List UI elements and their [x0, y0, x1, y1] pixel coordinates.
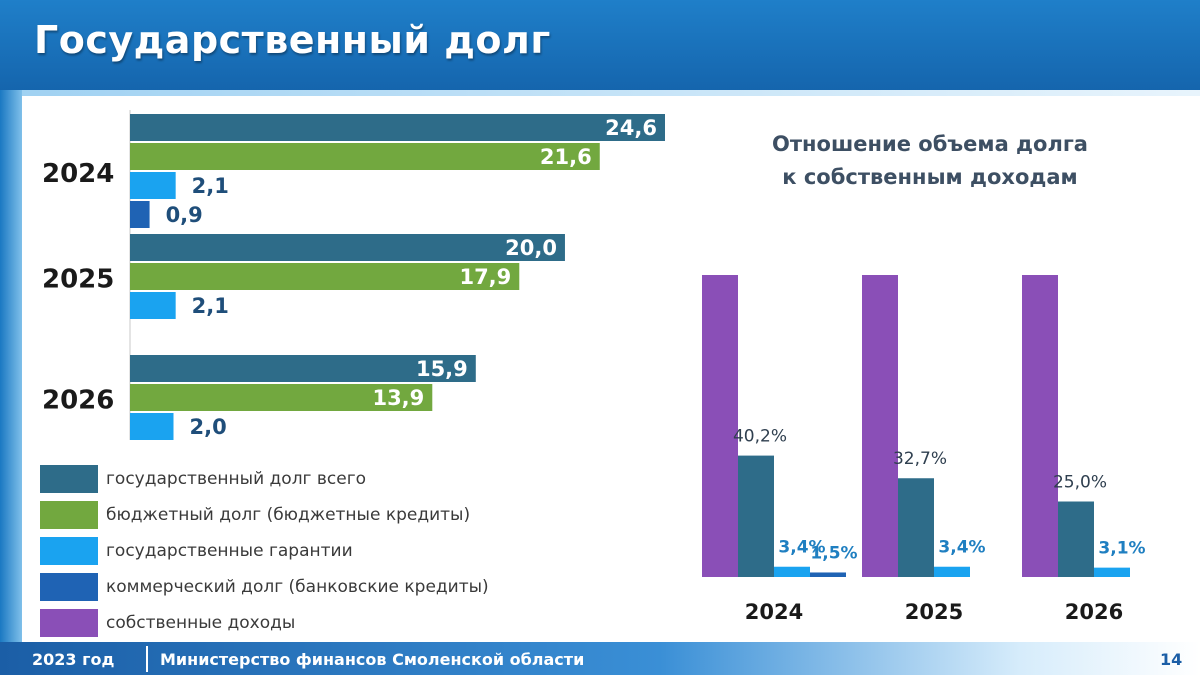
data-label-guarantees-2025: 3,4%	[938, 538, 985, 558]
legend-swatch-budget	[40, 501, 98, 529]
category-label-2025: 2025	[42, 265, 114, 295]
footer-separator	[146, 646, 148, 672]
category-label-2026: 2026	[42, 386, 114, 416]
data-label-total-2026: 15,9	[416, 357, 468, 381]
data-label-guarantees-2026: 3,1%	[1098, 539, 1145, 559]
legend-swatch-own-revenue	[40, 609, 98, 637]
data-label-total-2024: 40,2%	[733, 427, 787, 447]
bar-total-2025	[130, 234, 565, 261]
footer-organization: Министерство финансов Смоленской области	[160, 650, 585, 669]
data-label-total-2025: 20,0	[505, 236, 557, 260]
legend-swatch-total	[40, 465, 98, 493]
data-label-commercial-2024: 1,5%	[810, 543, 857, 563]
bar-commercial-2024	[130, 201, 150, 228]
data-label-budget-2025: 17,9	[459, 265, 511, 289]
category-label-2025: 2025	[905, 600, 963, 624]
page-number: 14	[1160, 650, 1183, 669]
legend-label-commercial: коммерческий долг (банковские кредиты)	[106, 577, 489, 597]
bar-guarantees-2025	[130, 292, 176, 319]
legend-label-own-revenue: собственные доходы	[106, 613, 296, 633]
bar-total-2024	[738, 455, 774, 577]
bar-own_revenue-2025	[862, 275, 898, 577]
category-label-2026: 2026	[1065, 600, 1123, 624]
data-label-guarantees-2025: 2,1	[192, 294, 229, 318]
bar-own_revenue-2024	[702, 275, 738, 577]
data-label-total-2024: 24,6	[605, 116, 657, 140]
bar-total-2026	[1058, 501, 1094, 577]
header-bar: Государственный долг	[0, 0, 1200, 90]
data-label-budget-2024: 21,6	[540, 145, 592, 169]
ratio-chart-title: Отношение объема долга к собственным дох…	[700, 128, 1160, 194]
legend-item-guarantees: государственные гарантии	[40, 535, 600, 565]
category-label-2024: 2024	[42, 159, 114, 189]
bar-budget-2026	[130, 384, 433, 411]
data-label-guarantees-2024: 3,4%	[778, 538, 825, 558]
bar-commercial-2024	[810, 572, 846, 577]
data-label-guarantees-2026: 2,0	[189, 415, 226, 439]
left-decor-strip	[0, 90, 22, 642]
header-accent-stripe	[0, 90, 1200, 96]
debt-to-revenue-bar-chart: 40,2%3,4%1,5%202432,7%3,4%202525,0%3,1%2…	[702, 275, 1146, 624]
bar-total-2025	[898, 478, 934, 577]
data-label-total-2025: 32,7%	[893, 449, 947, 469]
legend-item-commercial: коммерческий долг (банковские кредиты)	[40, 571, 600, 601]
footer-year: 2023 год	[32, 650, 115, 669]
category-label-2024: 2024	[745, 600, 803, 624]
ratio-chart-title-line-1: Отношение объема долга	[772, 132, 1088, 156]
legend-label-guarantees: государственные гарантии	[106, 541, 353, 561]
bar-guarantees-2026	[130, 413, 174, 440]
bar-budget-2024	[130, 143, 600, 170]
data-label-budget-2026: 13,9	[372, 386, 424, 410]
legend-item-total: государственный долг всего	[40, 463, 600, 493]
legend-swatch-guarantees	[40, 537, 98, 565]
debt-horizontal-bar-chart: 2024 24,6 21,6 2,1 0,9 2025 20,0 17,9 2,1 2026 15,…	[42, 110, 665, 440]
bar-guarantees-2026	[1094, 567, 1130, 577]
legend-label-total: государственный долг всего	[106, 469, 367, 489]
legend-item-own-revenue: собственные доходы	[40, 607, 600, 637]
legend-item-budget: бюджетный долг (бюджетные кредиты)	[40, 499, 600, 529]
data-label-commercial-2024: 0,9	[166, 203, 203, 227]
bar-own_revenue-2026	[1022, 275, 1058, 577]
data-label-total-2026: 25,0%	[1053, 473, 1107, 493]
bar-guarantees-2024	[130, 172, 176, 199]
legend-label-budget: бюджетный долг (бюджетные кредиты)	[106, 505, 471, 525]
bar-total-2024	[130, 114, 665, 141]
page-title: Государственный долг	[34, 18, 551, 62]
footer-bar: 2023 год Министерство финансов Смоленско…	[0, 642, 1200, 675]
bar-guarantees-2024	[774, 566, 810, 577]
data-label-guarantees-2024: 2,1	[192, 174, 229, 198]
legend-swatch-commercial	[40, 573, 98, 601]
bar-total-2026	[130, 355, 476, 382]
bar-guarantees-2025	[934, 566, 970, 577]
bar-budget-2025	[130, 263, 520, 290]
ratio-chart-title-line-2: к собственным доходам	[782, 165, 1078, 189]
